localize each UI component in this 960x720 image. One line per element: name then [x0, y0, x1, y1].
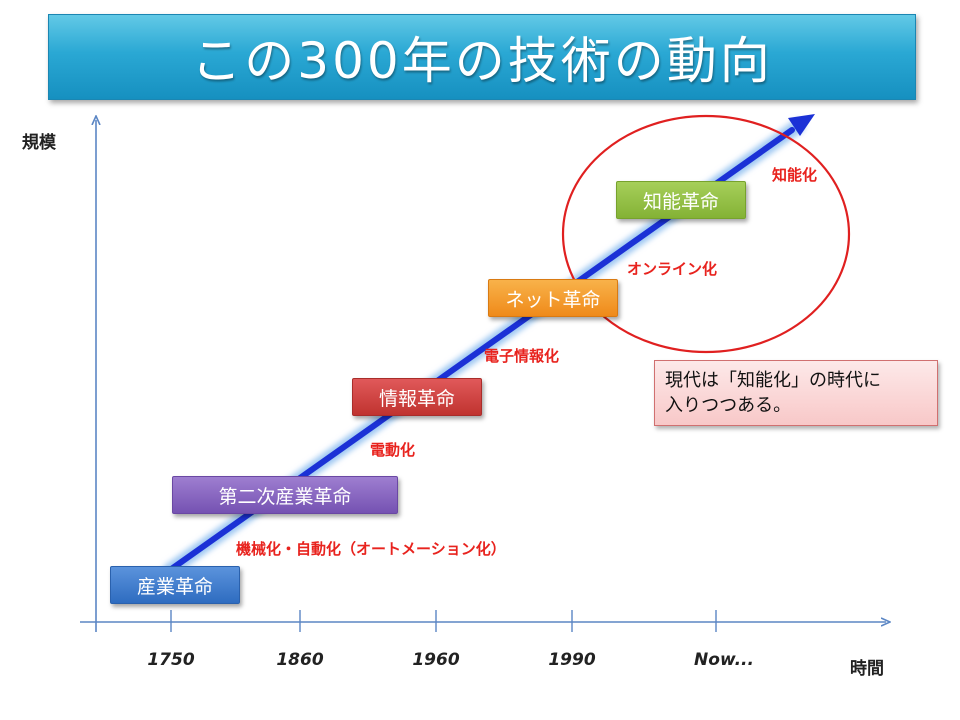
highlight-circle — [561, 114, 851, 354]
step-label-online: オンライン化 — [627, 260, 718, 278]
step-label-electrification: 電動化 — [370, 441, 416, 459]
tick-label: Now... — [694, 650, 754, 670]
title-banner: この300年の技術の動向 — [48, 14, 916, 100]
phase-intelligence-revolution: 知能革命 — [616, 181, 746, 219]
note-line-1: 現代は「知能化」の時代に — [665, 370, 881, 391]
tick-label: 1990 — [548, 650, 596, 670]
note-box: 現代は「知能化」の時代に 入りつつある。 — [654, 360, 938, 426]
note-line-2: 入りつつある。 — [665, 395, 792, 416]
phase-industrial-revolution: 産業革命 — [110, 566, 240, 604]
tick-label: 1860 — [276, 650, 324, 670]
x-axis-label: 時間 — [850, 659, 884, 679]
step-label-intelligence: 知能化 — [772, 166, 818, 184]
tick-label: 1960 — [412, 650, 460, 670]
growth-arrow-head — [788, 114, 815, 136]
phase-net-revolution: ネット革命 — [488, 279, 618, 317]
y-axis-label: 規模 — [22, 133, 56, 153]
slide-title: この300年の技術の動向 — [191, 32, 773, 90]
phase-second-industrial-revolution: 第二次産業革命 — [172, 476, 398, 514]
step-label-digitization: 電子情報化 — [484, 347, 560, 365]
step-label-mechanization: 機械化・自動化（オートメーション化） — [236, 540, 506, 558]
tick-label: 1750 — [147, 650, 195, 670]
phase-information-revolution: 情報革命 — [352, 378, 482, 416]
